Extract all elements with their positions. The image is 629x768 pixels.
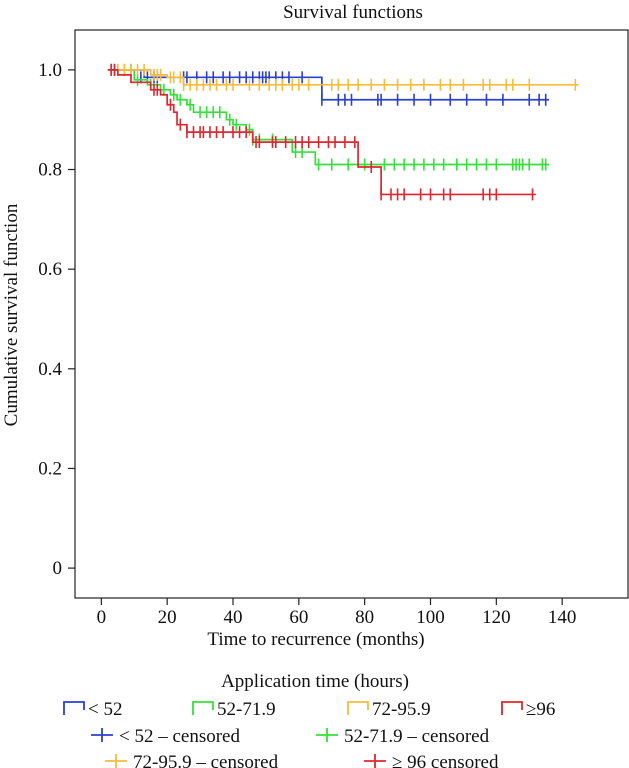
x-tick-label: 60 bbox=[289, 607, 308, 628]
chart-title: Survival functions bbox=[283, 2, 423, 23]
series-2 bbox=[107, 63, 579, 91]
legend-censored-item: 72-95.9 – censored bbox=[105, 752, 279, 768]
x-tick-label: 140 bbox=[548, 607, 577, 628]
legend-label: < 52 bbox=[88, 699, 122, 720]
legend-label: 72-95.9 bbox=[372, 699, 431, 720]
legend-step-glyph bbox=[63, 701, 85, 715]
legend-step-glyph bbox=[347, 701, 369, 715]
series-3 bbox=[107, 63, 536, 201]
x-axis: 0 20 40 60 80 100 120 140 bbox=[97, 598, 577, 628]
y-tick-label: 0.4 bbox=[38, 359, 62, 380]
y-axis: 0 0.2 0.4 0.6 0.8 1.0 bbox=[38, 60, 75, 579]
y-tick-label: 0 bbox=[53, 558, 63, 579]
legend-step-glyph bbox=[501, 701, 523, 715]
legend-label: 52-71.9 bbox=[217, 699, 276, 720]
legend-item: < 52 bbox=[63, 699, 122, 720]
y-tick-label: 0.8 bbox=[38, 160, 62, 181]
plot-frame bbox=[74, 29, 629, 599]
legend-censored-item: ≥ 96 censored bbox=[364, 752, 499, 768]
legend-censored-item: < 52 – censored bbox=[91, 726, 240, 747]
x-tick-label: 100 bbox=[416, 607, 445, 628]
legend-item: 52-71.9 bbox=[192, 699, 276, 720]
legend: Application time (hours) < 52 52-71.9 72-9… bbox=[63, 671, 555, 768]
series-layer bbox=[107, 63, 579, 201]
legend-censored-label: < 52 – censored bbox=[119, 726, 240, 747]
survival-step-line bbox=[107, 69, 579, 86]
survival-step-line bbox=[107, 69, 536, 196]
x-tick-label: 120 bbox=[482, 607, 511, 628]
legend-censored-item: 52-71.9 – censored bbox=[316, 726, 490, 747]
legend-item: 72-95.9 bbox=[347, 699, 431, 720]
legend-censored-label: ≥ 96 censored bbox=[392, 752, 499, 768]
y-axis-label: Cumulative survival function bbox=[1, 203, 22, 426]
legend-label: ≥96 bbox=[526, 699, 555, 720]
x-axis-label: Time to recurrence (months) bbox=[207, 629, 424, 650]
y-tick-label: 1.0 bbox=[38, 60, 62, 81]
legend-title: Application time (hours) bbox=[221, 671, 409, 692]
legend-item: ≥96 bbox=[501, 699, 555, 720]
legend-censored-label: 52-71.9 – censored bbox=[344, 726, 490, 747]
x-tick-label: 20 bbox=[158, 607, 177, 628]
x-tick-label: 80 bbox=[355, 607, 374, 628]
series-0 bbox=[107, 63, 549, 106]
x-tick-label: 40 bbox=[224, 607, 243, 628]
y-tick-label: 0.2 bbox=[38, 458, 62, 479]
y-tick-label: 0.6 bbox=[38, 259, 62, 280]
legend-step-glyph bbox=[192, 701, 214, 715]
legend-censored-label: 72-95.9 – censored bbox=[133, 752, 279, 768]
x-tick-label: 0 bbox=[97, 607, 107, 628]
